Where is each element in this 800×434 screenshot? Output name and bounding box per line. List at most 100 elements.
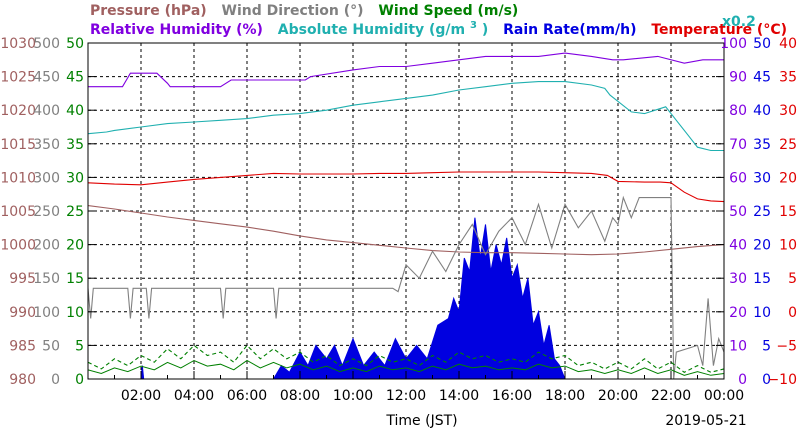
x-tick-label: 02:00 bbox=[121, 388, 161, 404]
x-tick-label: 08:00 bbox=[280, 388, 320, 404]
y-tick-label-rain-rate: 40 bbox=[753, 103, 771, 119]
date-label: 2019-05-21 bbox=[665, 413, 746, 429]
y-tick-label-relative-humidity: 50 bbox=[729, 204, 747, 220]
y-tick-label-wind-direction: 150 bbox=[33, 271, 60, 287]
y-tick-label-wind-direction: 450 bbox=[33, 70, 60, 86]
y-tick-label-rain-rate: 35 bbox=[753, 137, 771, 153]
legend-wind-speed: Wind Speed (m/s) bbox=[378, 3, 518, 19]
y-tick-label-wind-direction: 300 bbox=[33, 170, 60, 186]
y-tick-label-wind-speed: 45 bbox=[66, 70, 84, 86]
y-tick-label-pressure: 1005 bbox=[0, 204, 36, 220]
y-tick-label-pressure: 1025 bbox=[0, 70, 36, 86]
axis-labels: 1030102510201015101010051000995990985980… bbox=[0, 36, 797, 404]
y-tick-label-temperature: 5 bbox=[788, 271, 797, 287]
y-tick-label-temperature: −5 bbox=[776, 338, 797, 354]
y-tick-label-rain-rate: 5 bbox=[762, 338, 771, 354]
y-tick-label-relative-humidity: 30 bbox=[729, 271, 747, 287]
y-tick-label-rain-rate: 45 bbox=[753, 70, 771, 86]
y-tick-label-rain-rate: 20 bbox=[753, 238, 771, 254]
y-tick-label-rain-rate: 25 bbox=[753, 204, 771, 220]
x-tick-label: 10:00 bbox=[333, 388, 373, 404]
legend-row-2: Relative Humidity (%) Absolute Humidity … bbox=[90, 16, 787, 38]
y-tick-label-temperature: −10 bbox=[767, 372, 797, 388]
series-group bbox=[88, 52, 724, 379]
x-tick-label: 18:00 bbox=[545, 388, 585, 404]
legend-relative-humidity: Relative Humidity (%) bbox=[90, 22, 263, 38]
x-tick-label: 22:00 bbox=[651, 388, 691, 404]
y-tick-label-wind-speed: 10 bbox=[66, 305, 84, 321]
legend-absolute-humidity-close: ) bbox=[482, 22, 488, 38]
y-tick-label-wind-speed: 0 bbox=[75, 372, 84, 388]
y-tick-label-temperature: 15 bbox=[779, 204, 797, 220]
y-tick-label-wind-speed: 35 bbox=[66, 137, 84, 153]
x-tick-label: 14:00 bbox=[439, 388, 479, 404]
y-tick-label-relative-humidity: 20 bbox=[729, 305, 747, 321]
y-tick-label-wind-speed: 50 bbox=[66, 36, 84, 52]
y-tick-label-pressure: 1020 bbox=[0, 103, 36, 119]
x-tick-label: 04:00 bbox=[174, 388, 214, 404]
y-tick-label-temperature: 35 bbox=[779, 70, 797, 86]
y-tick-label-relative-humidity: 90 bbox=[729, 70, 747, 86]
y-tick-label-rain-rate: 15 bbox=[753, 271, 771, 287]
y-tick-label-relative-humidity: 40 bbox=[729, 238, 747, 254]
y-tick-label-wind-direction: 50 bbox=[42, 338, 60, 354]
y-tick-label-temperature: 0 bbox=[788, 305, 797, 321]
y-tick-label-relative-humidity: 10 bbox=[729, 338, 747, 354]
legend-wind-direction: Wind Direction (°) bbox=[222, 3, 364, 19]
y-tick-label-temperature: 20 bbox=[779, 170, 797, 186]
series-relative-humidity bbox=[88, 52, 724, 88]
y-tick-label-pressure: 1010 bbox=[0, 170, 36, 186]
legend-temperature: Temperature (°C) bbox=[651, 22, 787, 38]
y-tick-label-pressure: 995 bbox=[9, 271, 36, 287]
y-tick-label-wind-direction: 250 bbox=[33, 204, 60, 220]
y-tick-label-wind-speed: 40 bbox=[66, 103, 84, 119]
y-tick-label-relative-humidity: 0 bbox=[738, 372, 747, 388]
y-tick-label-rain-rate: 30 bbox=[753, 170, 771, 186]
series-absolute-humidity bbox=[88, 81, 724, 152]
x-tick-label: 12:00 bbox=[386, 388, 426, 404]
legend-row-1: Pressure (hPa) Wind Direction (°) Wind S… bbox=[90, 3, 518, 19]
y-tick-label-rain-rate: 10 bbox=[753, 305, 771, 321]
legend-absolute-humidity: Absolute Humidity (g/m bbox=[278, 22, 465, 38]
y-tick-label-relative-humidity: 60 bbox=[729, 170, 747, 186]
y-tick-label-wind-direction: 500 bbox=[33, 36, 60, 52]
y-tick-label-relative-humidity: 100 bbox=[720, 36, 747, 52]
y-tick-label-rain-rate: 50 bbox=[753, 36, 771, 52]
y-tick-label-temperature: 10 bbox=[779, 238, 797, 254]
y-tick-label-relative-humidity: 80 bbox=[729, 103, 747, 119]
plot-area bbox=[87, 42, 725, 380]
y-tick-label-pressure: 1000 bbox=[0, 238, 36, 254]
y-tick-label-pressure: 990 bbox=[9, 305, 36, 321]
y-tick-label-wind-direction: 0 bbox=[51, 372, 60, 388]
series-rain-rate bbox=[88, 217, 724, 379]
x-tick-label: 06:00 bbox=[227, 388, 267, 404]
y-tick-label-pressure: 980 bbox=[9, 372, 36, 388]
y-tick-label-wind-direction: 350 bbox=[33, 137, 60, 153]
y-tick-label-wind-direction: 200 bbox=[33, 238, 60, 254]
y-tick-label-wind-direction: 400 bbox=[33, 103, 60, 119]
series-pressure bbox=[88, 205, 724, 256]
y-tick-label-pressure: 985 bbox=[9, 338, 36, 354]
y-tick-label-wind-direction: 100 bbox=[33, 305, 60, 321]
x-tick-label: 16:00 bbox=[492, 388, 532, 404]
y-tick-label-relative-humidity: 70 bbox=[729, 137, 747, 153]
y-tick-label-pressure: 1030 bbox=[0, 36, 36, 52]
legend-rain-rate: Rain Rate(mm/h) bbox=[503, 22, 636, 38]
legend-absolute-humidity-sup: 3 bbox=[470, 20, 477, 31]
series-wind-direction bbox=[88, 195, 724, 379]
y-tick-label-temperature: 30 bbox=[779, 103, 797, 119]
legend-pressure: Pressure (hPa) bbox=[90, 3, 207, 19]
y-tick-label-temperature: 40 bbox=[779, 36, 797, 52]
y-tick-label-rain-rate: 0 bbox=[762, 372, 771, 388]
y-tick-label-wind-speed: 15 bbox=[66, 271, 84, 287]
x-tick-label: 20:00 bbox=[598, 388, 638, 404]
series-temperature bbox=[88, 171, 724, 203]
x-axis-title: Time (JST) bbox=[385, 413, 457, 429]
x-tick-label: 00:00 bbox=[704, 388, 744, 404]
y-tick-label-pressure: 1015 bbox=[0, 137, 36, 153]
y-tick-label-wind-speed: 25 bbox=[66, 204, 84, 220]
absolute-humidity-scale-note: x0.2 bbox=[722, 14, 756, 30]
y-tick-label-wind-speed: 5 bbox=[75, 338, 84, 354]
y-tick-label-wind-speed: 30 bbox=[66, 170, 84, 186]
